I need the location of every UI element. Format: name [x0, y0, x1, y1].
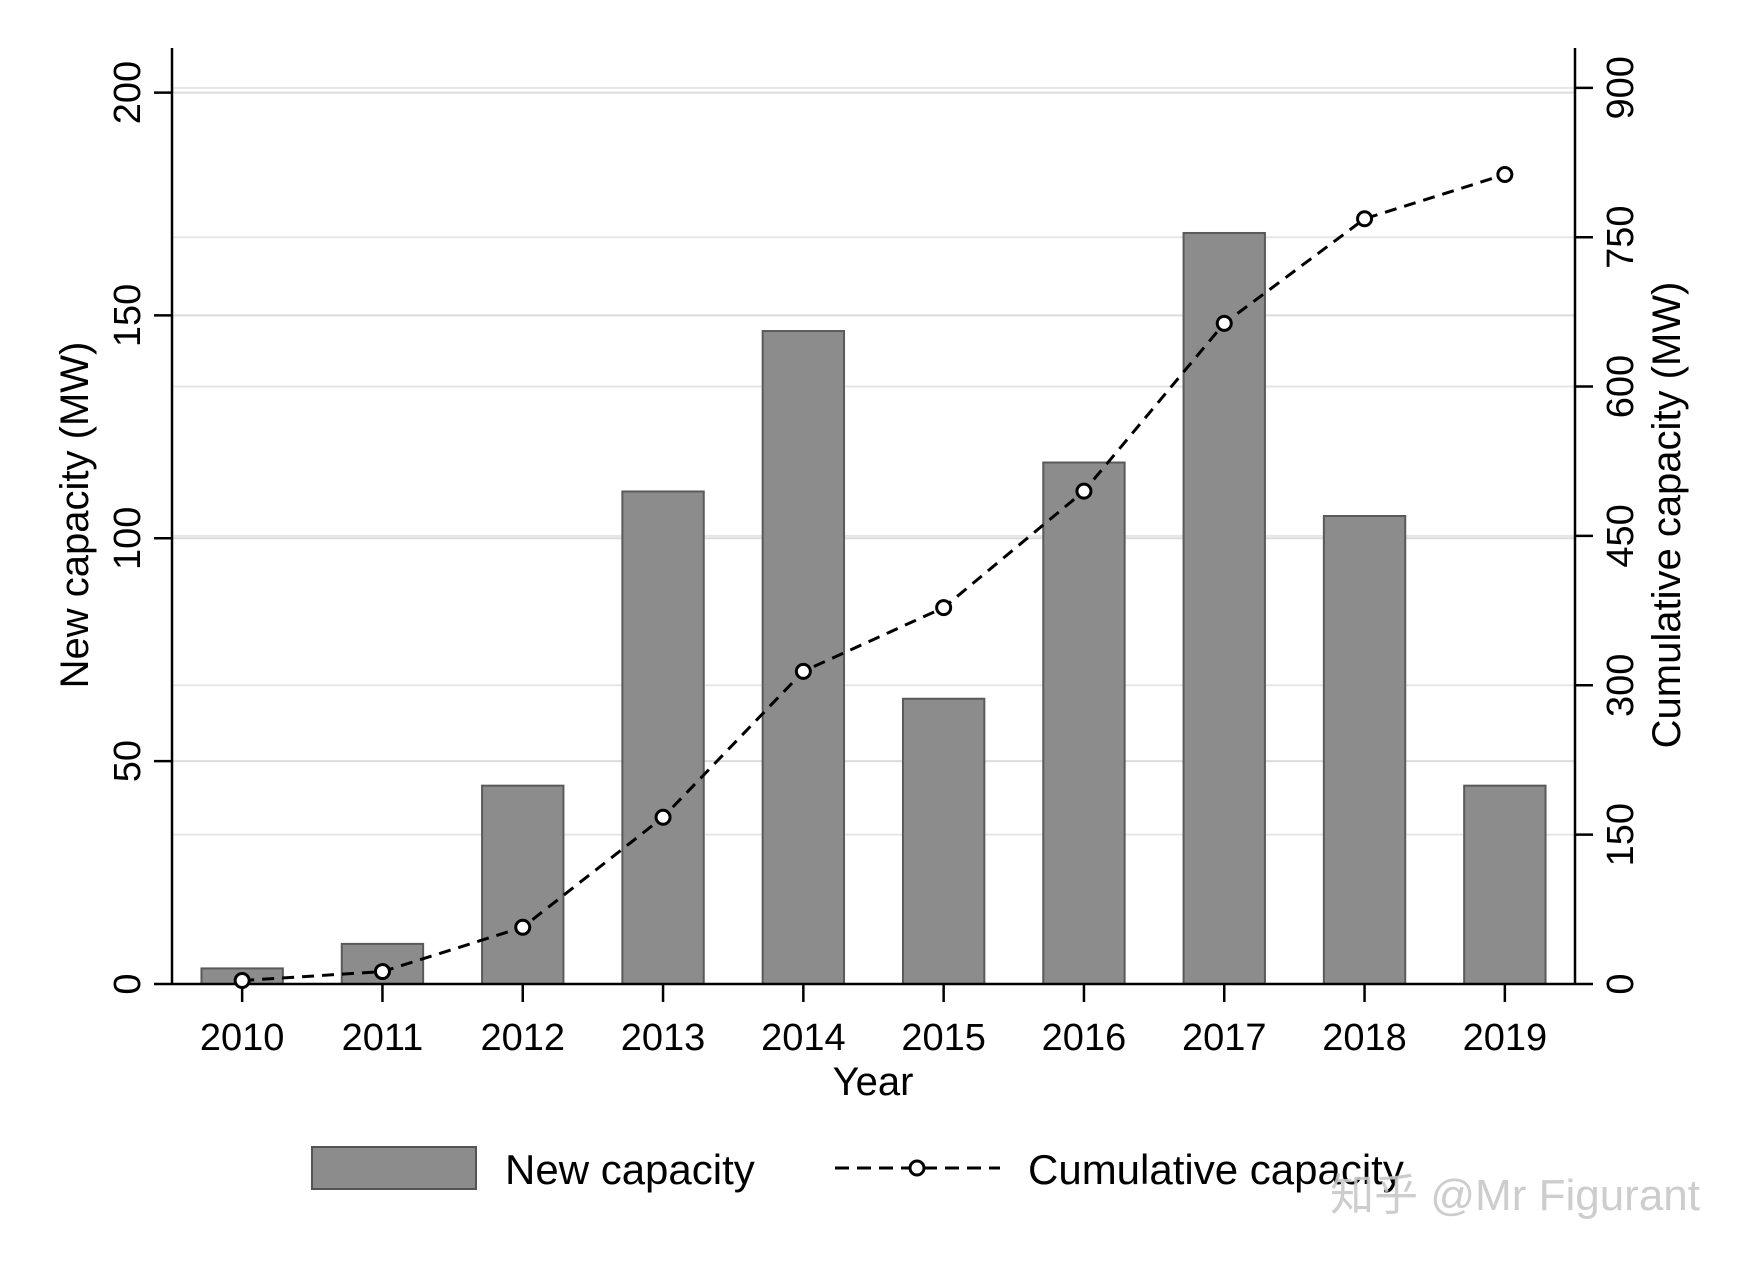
- cumulative-point: [1496, 165, 1514, 183]
- right-y-tick-label: 0: [1600, 973, 1642, 994]
- legend: New capacity Cumulative capacity: [311, 1146, 1404, 1193]
- bar-new-capacity: [1182, 231, 1266, 985]
- cumulative-point: [654, 808, 672, 826]
- right-y-tick-label: 900: [1600, 56, 1642, 119]
- legend-swatch-new-capacity: [311, 1146, 477, 1190]
- cumulative-point: [935, 599, 953, 617]
- cumulative-point: [1075, 482, 1093, 500]
- left-y-tick-label: 200: [107, 61, 149, 124]
- bar-new-capacity: [481, 784, 565, 986]
- x-tick-label: 2016: [1042, 1017, 1127, 1059]
- legend-label-new-capacity: New capacity: [505, 1146, 755, 1193]
- grid-lines: [172, 86, 1575, 836]
- cumulative-point: [233, 972, 251, 990]
- cumulative-point: [794, 662, 812, 680]
- bar-new-capacity: [621, 490, 705, 985]
- x-tick-label: 2017: [1182, 1017, 1267, 1059]
- watermark-text: 知乎 @Mr Figurant: [1330, 1171, 1700, 1220]
- left-y-tick-label: 100: [107, 507, 149, 570]
- right-y-axis-title: Cumulative capacity (MW): [1645, 282, 1689, 749]
- right-y-tick-label: 600: [1600, 355, 1642, 418]
- bar-new-capacity: [1042, 461, 1126, 985]
- x-tick-label: 2015: [901, 1017, 986, 1059]
- right-y-tick-label: 300: [1600, 654, 1642, 717]
- x-tick-label: 2012: [480, 1017, 565, 1059]
- bar-series: [200, 231, 1547, 986]
- x-tick-label: 2010: [200, 1017, 285, 1059]
- y-axis-title: New capacity (MW): [53, 342, 97, 689]
- x-tick-label: 2014: [761, 1017, 846, 1059]
- left-y-tick-label: 150: [107, 284, 149, 347]
- right-y-tick-label: 750: [1600, 205, 1642, 268]
- legend-label-cumulative-capacity: Cumulative capacity: [1028, 1146, 1404, 1193]
- x-tick-label: 2013: [621, 1017, 706, 1059]
- x-tick-label: 2019: [1463, 1017, 1548, 1059]
- cumulative-point: [1356, 210, 1374, 228]
- cumulative-capacity-line: [242, 173, 1506, 982]
- cumulative-point: [514, 918, 532, 936]
- cumulative-point: [1215, 314, 1233, 332]
- x-tick-label: 2018: [1322, 1017, 1407, 1059]
- bar-new-capacity: [901, 697, 986, 985]
- x-tick-label: 2011: [342, 1017, 424, 1059]
- right-y-tick-label: 150: [1600, 803, 1642, 866]
- legend-swatch-cumulative-marker: [908, 1159, 926, 1177]
- right-y-tick-label: 450: [1600, 504, 1642, 567]
- x-axis-title: Year: [833, 1060, 914, 1104]
- bar-new-capacity: [761, 330, 846, 985]
- left-y-tick-label: 50: [107, 740, 149, 782]
- line-series: [233, 165, 1514, 990]
- bar-new-capacity: [1463, 784, 1547, 986]
- left-y-tick-label: 0: [107, 973, 149, 994]
- cumulative-point: [373, 963, 391, 981]
- axes: 0 50 100 150 200 0 150 300 450 600 750 900 2010 2011 2…: [107, 48, 1642, 1059]
- bar-new-capacity: [1322, 515, 1407, 985]
